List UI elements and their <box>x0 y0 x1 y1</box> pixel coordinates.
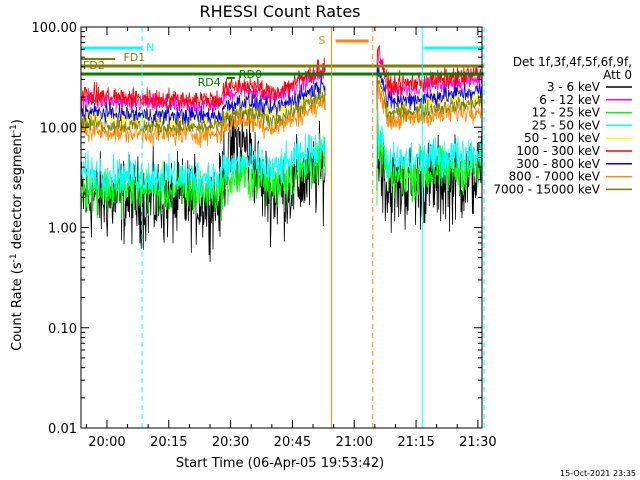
y-tick-label: 1.00 <box>48 222 77 237</box>
y-tick-label: 10.00 <box>40 121 77 136</box>
y-tick-label: 100.00 <box>32 21 78 36</box>
legend-label: 50 - 100 keV <box>524 131 601 145</box>
chart-title: RHESSI Count Rates <box>200 2 361 21</box>
y-axis-label: Count Rate (s-1 detector segment-1) <box>9 119 25 351</box>
series-line <box>81 75 482 138</box>
x-tick-label: 21:30 <box>459 435 496 450</box>
flag-label-n: N <box>146 41 154 54</box>
legend-label: 3 - 6 keV <box>547 80 601 94</box>
flag-label-rd0: RD0 <box>239 68 262 81</box>
legend-label: 300 - 800 keV <box>516 157 600 171</box>
series-layer <box>81 44 482 262</box>
x-tick-label: 20:00 <box>88 435 125 450</box>
y-tick-label: 0.10 <box>48 322 77 337</box>
series-line <box>81 80 482 148</box>
flag-label-fd2: FD2 <box>83 59 105 72</box>
legend-label: 800 - 7000 keV <box>509 170 601 184</box>
series-line <box>81 102 482 200</box>
flag-label-rd4: RD4 <box>198 76 221 89</box>
legend-label: 12 - 25 keV <box>532 106 601 120</box>
flag-label-fd1: FD1 <box>123 51 145 64</box>
series-line <box>81 62 482 127</box>
series-line <box>81 112 482 221</box>
flag-label-s: S <box>318 34 325 47</box>
legend-label: 6 - 12 keV <box>539 93 601 107</box>
legend-header-line2: Att 0 <box>603 68 632 82</box>
y-tick-label: 0.01 <box>48 422 77 437</box>
legend-label: 7000 - 15000 keV <box>493 182 600 196</box>
x-axis: 20:00 20:15 20:30 20:45 21:00 21:15 21:30 <box>85 27 497 450</box>
legend-label: 25 - 50 keV <box>532 118 601 132</box>
timestamp: 15-Oct-2021 23:35 <box>560 469 636 478</box>
y-axis: 100.00 10.00 1.00 0.10 0.01 <box>32 21 482 437</box>
x-tick-label: 21:00 <box>336 435 373 450</box>
x-tick-label: 21:15 <box>397 435 434 450</box>
x-tick-label: 20:30 <box>212 435 249 450</box>
legend-header-line1: Det 1f,3f,4f,5f,6f,9f, <box>513 55 632 69</box>
x-tick-label: 20:15 <box>150 435 187 450</box>
legend-label: 100 - 300 keV <box>516 144 600 158</box>
x-axis-label: Start Time (06-Apr-05 19:53:42) <box>176 456 384 471</box>
x-tick-label: 20:45 <box>274 435 311 450</box>
